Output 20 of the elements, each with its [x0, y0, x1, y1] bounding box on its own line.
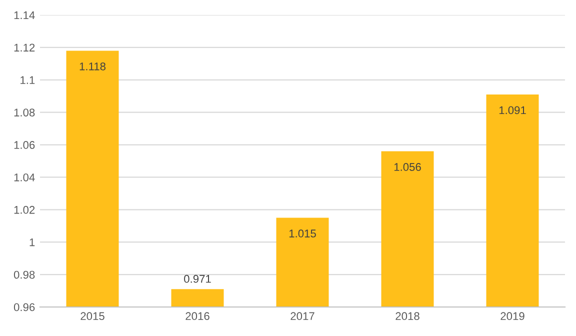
data-label: 1.015	[289, 230, 316, 238]
x-tick-label: 2016	[186, 312, 210, 320]
y-tick-label: 1.08	[14, 108, 35, 116]
data-label: 1.091	[499, 106, 526, 114]
data-label: 1.118	[80, 62, 106, 70]
y-tick-label: 1.02	[14, 206, 35, 214]
x-tick-label: 2017	[290, 312, 314, 320]
y-tick-label: 0.96	[14, 303, 35, 312]
y-tick-label: 0.98	[14, 270, 35, 279]
y-tick-label: 1.06	[14, 141, 35, 149]
y-tick-label: 1.14	[14, 11, 35, 20]
y-tick-label: 1.12	[14, 44, 35, 52]
y-tick-label: 1.04	[14, 173, 35, 182]
y-tick-label: 1	[30, 238, 35, 246]
y-tick-label: 1.1	[20, 76, 35, 84]
data-label: 0.971	[184, 274, 211, 283]
data-label: 1.056	[394, 163, 421, 171]
x-tick-label: 2018	[396, 312, 420, 320]
x-tick-label: 2019	[500, 312, 524, 320]
x-tick-label: 2015	[80, 312, 104, 320]
